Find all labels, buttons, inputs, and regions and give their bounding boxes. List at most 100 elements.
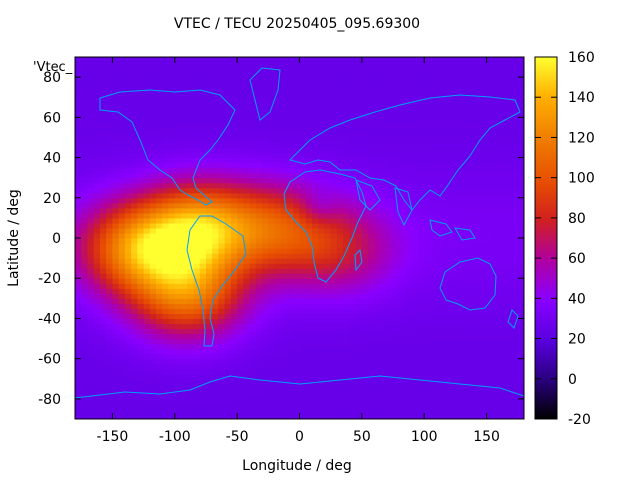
heatmap-cell: [81, 288, 89, 294]
heatmap-cell: [181, 217, 188, 224]
heatmap-cell: [118, 378, 126, 385]
heatmap-cell: [224, 278, 232, 284]
heatmap-cell: [299, 398, 307, 405]
heatmap-cell: [149, 97, 157, 103]
heatmap-cell: [212, 323, 220, 330]
heatmap-cell: [374, 298, 382, 304]
heatmap-cell: [255, 162, 263, 169]
heatmap-cell: [386, 177, 394, 184]
heatmap-cell: [218, 373, 226, 380]
heatmap-cell: [480, 92, 488, 98]
heatmap-cell: [81, 172, 89, 179]
heatmap-cell: [299, 197, 307, 204]
heatmap-cell: [137, 142, 145, 149]
heatmap-cell: [336, 67, 344, 73]
heatmap-cell: [374, 238, 382, 244]
heatmap-cell: [199, 273, 207, 279]
heatmap-cell: [237, 258, 244, 264]
heatmap-cell: [330, 293, 338, 299]
heatmap-cell: [355, 132, 363, 139]
heatmap-cell: [187, 408, 195, 415]
heatmap-cell: [305, 162, 313, 169]
heatmap-cell: [262, 122, 269, 128]
heatmap-cell: [237, 127, 244, 134]
heatmap-cell: [486, 177, 494, 184]
heatmap-cell: [393, 227, 400, 234]
heatmap-cell: [318, 363, 326, 370]
heatmap-cell: [293, 207, 301, 214]
heatmap-cell: [499, 212, 506, 219]
heatmap-cell: [411, 162, 419, 169]
heatmap-cell: [112, 308, 120, 315]
heatmap-cell: [499, 232, 506, 239]
heatmap-cell: [430, 177, 438, 184]
heatmap-cell: [168, 197, 176, 204]
heatmap-cell: [268, 142, 276, 149]
heatmap-cell: [87, 313, 95, 320]
heatmap-cell: [262, 222, 269, 229]
heatmap-cell: [492, 232, 500, 239]
heatmap-cell: [474, 62, 481, 68]
heatmap-cell: [424, 278, 432, 284]
heatmap-cell: [299, 227, 307, 234]
heatmap-cell: [106, 373, 114, 380]
heatmap-cell: [143, 62, 151, 68]
heatmap-cell: [430, 258, 438, 264]
heatmap-cell: [87, 202, 95, 209]
heatmap-cell: [424, 67, 432, 73]
heatmap-cell: [336, 132, 344, 139]
heatmap-cell: [87, 238, 95, 244]
heatmap-cell: [474, 363, 481, 370]
heatmap-cell: [318, 313, 326, 320]
heatmap-cell: [399, 413, 407, 419]
heatmap-cell: [467, 107, 475, 113]
heatmap-cell: [305, 197, 313, 204]
heatmap-cell: [424, 87, 432, 93]
heatmap-cell: [131, 102, 138, 108]
heatmap-cell: [455, 182, 463, 189]
heatmap-cell: [349, 263, 357, 269]
heatmap-cell: [293, 107, 301, 113]
heatmap-cell: [417, 177, 425, 184]
heatmap-cell: [411, 192, 419, 199]
heatmap-cell: [424, 338, 432, 345]
heatmap-cell: [156, 172, 163, 179]
heatmap-cell: [343, 187, 350, 194]
heatmap-cell: [299, 87, 307, 93]
heatmap-cell: [293, 122, 301, 128]
heatmap-cell: [299, 393, 307, 400]
heatmap-cell: [137, 278, 145, 284]
heatmap-cell: [274, 112, 282, 118]
heatmap-cell: [249, 167, 257, 174]
heatmap-cell: [131, 308, 138, 315]
heatmap-cell: [99, 172, 107, 179]
heatmap-cell: [274, 152, 282, 159]
heatmap-cell: [199, 398, 207, 405]
heatmap-cell: [131, 197, 138, 204]
heatmap-cell: [143, 313, 151, 320]
heatmap-cell: [436, 92, 444, 98]
heatmap-cell: [268, 72, 276, 78]
heatmap-cell: [280, 167, 288, 174]
heatmap-cell: [99, 162, 107, 169]
heatmap-cell: [305, 102, 313, 108]
heatmap-cell: [405, 353, 413, 360]
heatmap-cell: [106, 403, 114, 410]
heatmap-cell: [181, 102, 188, 108]
heatmap-cell: [343, 238, 350, 244]
heatmap-cell: [237, 373, 244, 380]
heatmap-cell: [380, 212, 388, 219]
heatmap-cell: [268, 238, 276, 244]
heatmap-cell: [293, 238, 301, 244]
heatmap-cell: [218, 258, 226, 264]
heatmap-cell: [368, 222, 375, 229]
heatmap-cell: [336, 308, 344, 315]
heatmap-cell: [224, 293, 232, 299]
heatmap-cell: [474, 147, 481, 154]
heatmap-cell: [330, 238, 338, 244]
heatmap-cell: [449, 152, 457, 159]
heatmap-cell: [442, 393, 450, 400]
heatmap-cell: [393, 127, 400, 134]
heatmap-cell: [374, 107, 382, 113]
heatmap-cell: [205, 293, 213, 299]
